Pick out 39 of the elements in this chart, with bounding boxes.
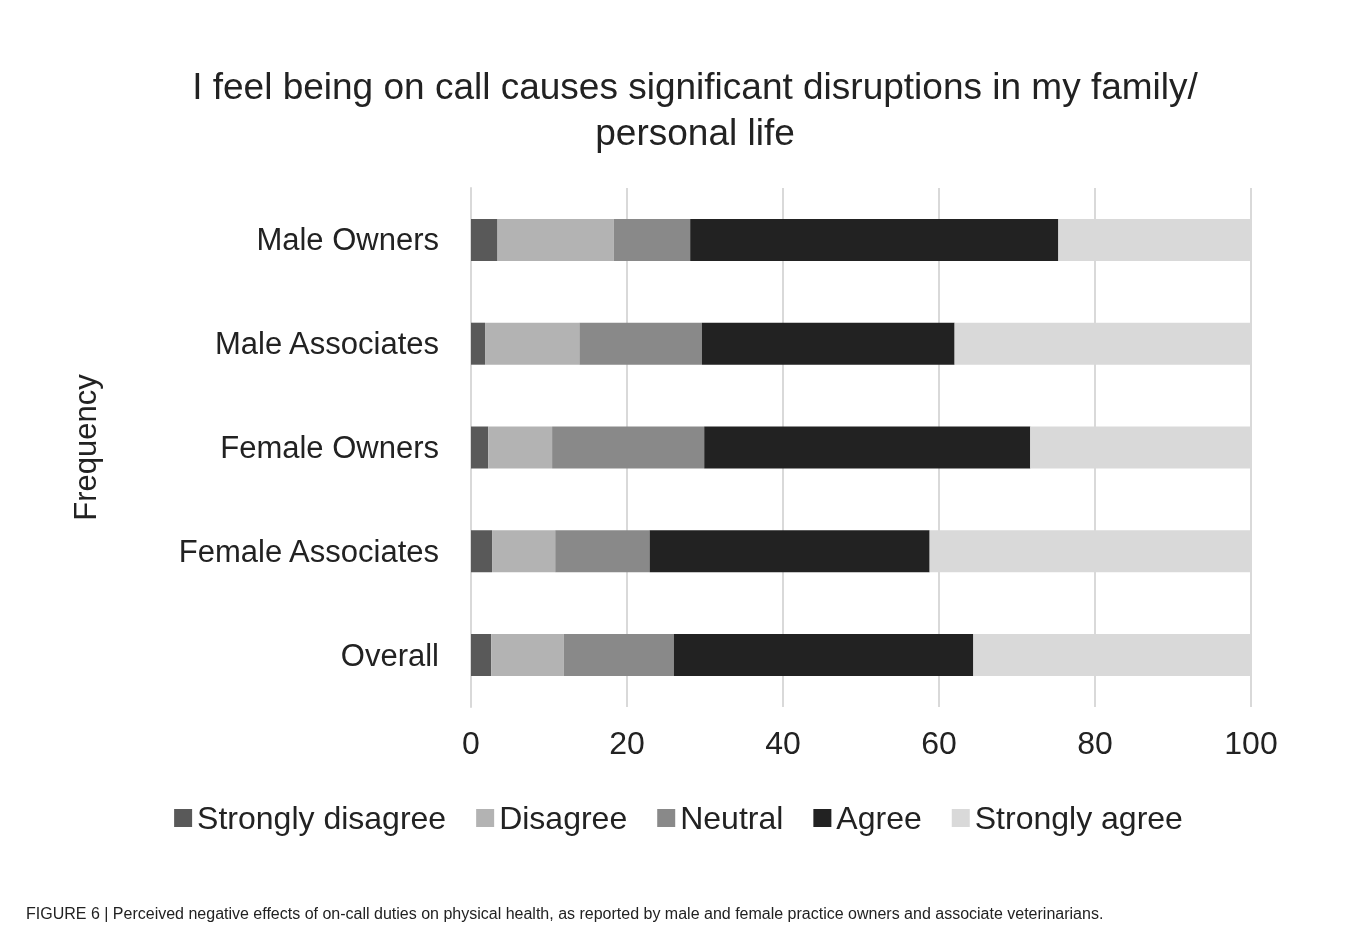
bar [471, 218, 498, 261]
legend-label: Disagree [499, 800, 628, 836]
bar [497, 218, 614, 261]
x-tick-label: 20 [609, 725, 645, 761]
legend-label: Strongly agree [974, 800, 1183, 836]
chart-title: I feel being on call causes significant disruptions in my family/personal life [192, 65, 1199, 153]
y-tick-label: Female Associates [178, 533, 439, 569]
bar [491, 634, 564, 677]
bar [704, 426, 1031, 469]
bar [613, 218, 691, 261]
bar [471, 426, 489, 469]
bar [673, 634, 974, 677]
y-tick-label: Male Associates [215, 326, 439, 362]
bar [649, 530, 930, 573]
y-tick-label: Overall [340, 637, 439, 673]
bar [690, 218, 1059, 261]
bar [471, 322, 486, 365]
legend-label: Neutral [680, 800, 784, 836]
bar [579, 322, 702, 365]
x-tick-label: 40 [765, 725, 801, 761]
caption: FIGURE 6 | Perceived negative effects of on-call duties on physical health, as reported by male and female practice owners and associate veterinarians. [26, 904, 1104, 922]
x-tick-label: 0 [462, 725, 480, 761]
x-tick-label: 80 [1077, 725, 1113, 761]
x-tick-label: 60 [921, 725, 957, 761]
bar [555, 530, 650, 573]
bar [485, 322, 580, 365]
bar [701, 322, 955, 365]
y-tick-label: Female Owners [220, 430, 439, 465]
legend-label: Agree [836, 800, 922, 836]
x-tick-label: 100 [1224, 725, 1278, 761]
legend-label: Strongly disagree [197, 800, 447, 836]
y-axis-title: Frequency [68, 373, 103, 521]
bar [471, 634, 492, 677]
bar [552, 426, 705, 469]
bar [471, 530, 493, 573]
y-tick-label: Male Owners [256, 222, 439, 258]
bar [488, 426, 553, 469]
bar [492, 530, 556, 573]
bar [563, 634, 674, 677]
